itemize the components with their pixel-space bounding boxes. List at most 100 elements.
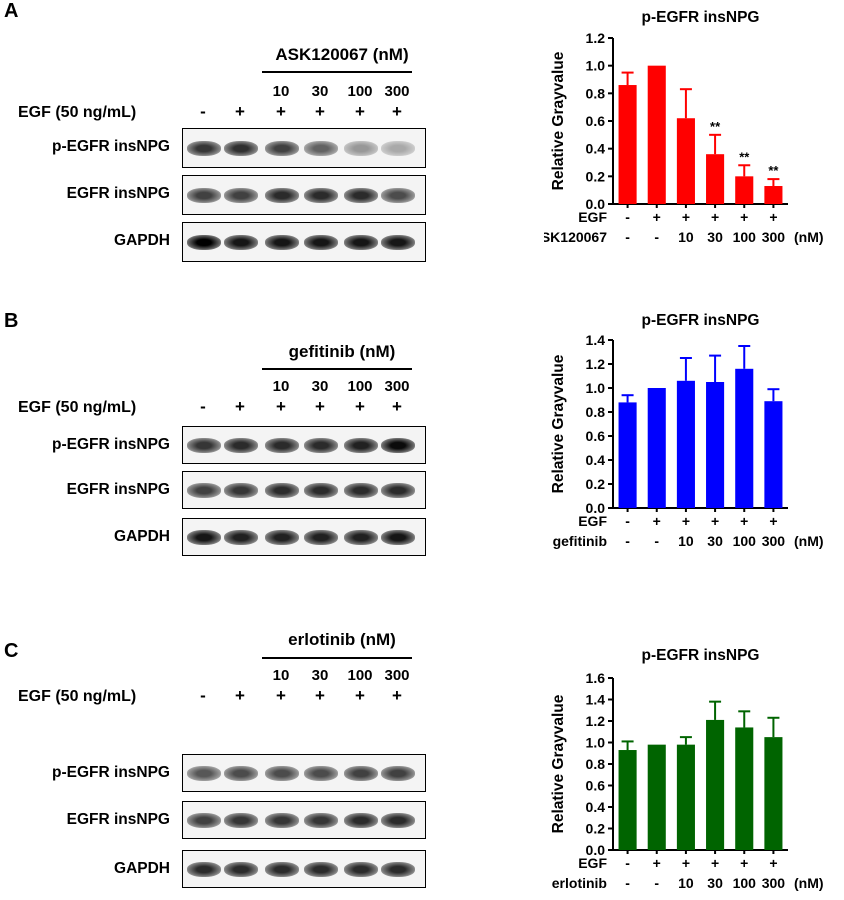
blot-row-label: EGFR insNPG xyxy=(66,185,170,202)
blot-row-label: EGFR insNPG xyxy=(66,481,170,498)
blot-band xyxy=(187,766,221,781)
unit-label: (nM) xyxy=(794,875,824,891)
blot-band xyxy=(224,438,258,453)
y-axis-label: Relative Grayvalue xyxy=(550,51,567,190)
treatment-underline xyxy=(262,368,412,370)
bar xyxy=(764,186,783,204)
blot-row-label: GAPDH xyxy=(114,860,170,877)
blot-band xyxy=(265,483,299,498)
egf-mark: + xyxy=(276,686,286,705)
x-row-mark: + xyxy=(711,209,719,225)
blot-band xyxy=(304,483,338,498)
y-tick-label: 0.8 xyxy=(586,404,606,420)
panel-letter: C xyxy=(4,640,19,662)
blot-band xyxy=(265,235,299,250)
y-tick-label: 1.0 xyxy=(586,380,606,396)
blot-band xyxy=(187,530,221,545)
egf-mark: - xyxy=(200,397,206,416)
y-tick-label: 0.2 xyxy=(586,168,606,184)
x-row-mark: 100 xyxy=(733,229,757,245)
bar xyxy=(618,85,637,204)
y-tick-label: 0.4 xyxy=(586,141,606,157)
blot-band xyxy=(224,862,258,877)
egf-mark: + xyxy=(235,686,245,705)
y-tick-label: 1.2 xyxy=(586,30,606,46)
y-tick-label: 0.6 xyxy=(586,428,606,444)
dose-label: 100 xyxy=(347,378,373,395)
x-row-mark: - xyxy=(625,875,630,891)
blot-band xyxy=(265,813,299,828)
x-row-mark: + xyxy=(682,513,690,529)
y-tick-label: 0.0 xyxy=(586,842,606,858)
blot-row-label: EGFR insNPG xyxy=(66,811,170,828)
bar xyxy=(764,737,783,850)
chart-title: p-EGFR insNPG xyxy=(642,647,760,664)
western-blot-image xyxy=(182,471,426,509)
bar xyxy=(647,65,666,205)
x-row-mark: - xyxy=(654,533,659,549)
egf-label: EGF (50 ng/mL) xyxy=(18,104,137,121)
x-row-mark: + xyxy=(711,513,719,529)
western-blot-image xyxy=(182,850,426,888)
egf-mark: + xyxy=(315,686,325,705)
blot-band xyxy=(344,766,378,781)
blot-band xyxy=(224,235,258,250)
x-row-mark: + xyxy=(769,513,777,529)
dose-label: 30 xyxy=(311,378,329,395)
bar xyxy=(706,382,725,508)
x-row-label: EGF xyxy=(578,513,607,529)
blot-band xyxy=(304,188,338,203)
bar-chart: p-EGFR insNPG Relative Grayvalue 0.0 0.2 0.4… xyxy=(550,312,824,549)
y-tick-label: 0.6 xyxy=(586,778,606,794)
x-row-mark: - xyxy=(625,209,630,225)
blot-band xyxy=(381,530,415,545)
x-row-mark: 10 xyxy=(678,875,694,891)
blot-band xyxy=(265,530,299,545)
x-row-label: EGF xyxy=(578,855,607,871)
x-row-label: EGF xyxy=(578,209,607,225)
y-tick-label: 0.0 xyxy=(586,500,606,516)
y-tick-label: 0.2 xyxy=(586,476,606,492)
x-row-mark: 30 xyxy=(707,875,723,891)
y-tick-label: 1.0 xyxy=(586,58,606,74)
x-row-mark: 300 xyxy=(762,229,786,245)
y-tick-label: 1.0 xyxy=(586,735,606,751)
western-blot-image xyxy=(182,801,426,839)
y-tick-label: 1.4 xyxy=(586,332,606,348)
blot-band xyxy=(304,235,338,250)
egf-mark: + xyxy=(235,102,245,121)
y-tick-label: 1.2 xyxy=(586,356,606,372)
x-row-mark: - xyxy=(625,229,630,245)
bar xyxy=(647,744,666,850)
blot-band xyxy=(381,483,415,498)
x-row-mark: 30 xyxy=(707,229,723,245)
egf-mark: + xyxy=(355,102,365,121)
egf-label: EGF (50 ng/mL) xyxy=(18,688,137,705)
x-row-label: gefitinib xyxy=(553,533,607,549)
blot-row-label: p-EGFR insNPG xyxy=(52,436,170,453)
x-row-mark: - xyxy=(625,855,630,871)
blot-band xyxy=(224,530,258,545)
y-axis-label: Relative Grayvalue xyxy=(550,354,567,493)
blot-row-label: p-EGFR insNPG xyxy=(52,764,170,781)
blot-band xyxy=(344,188,378,203)
blot-row-label: GAPDH xyxy=(114,528,170,545)
blot-band xyxy=(265,766,299,781)
egf-mark: + xyxy=(392,686,402,705)
blot-band xyxy=(224,141,258,156)
chart-title: p-EGFR insNPG xyxy=(642,9,760,26)
blot-band xyxy=(344,438,378,453)
dose-label: 10 xyxy=(272,378,290,395)
blot-band xyxy=(344,141,378,156)
x-row-mark: + xyxy=(653,513,661,529)
blot-band xyxy=(381,766,415,781)
bar xyxy=(676,118,695,204)
unit-label: (nM) xyxy=(794,533,824,549)
western-blot-image xyxy=(182,518,426,556)
x-row-mark: 10 xyxy=(678,533,694,549)
blot-band xyxy=(265,862,299,877)
blot-band xyxy=(224,813,258,828)
y-tick-label: 0.6 xyxy=(586,113,606,129)
